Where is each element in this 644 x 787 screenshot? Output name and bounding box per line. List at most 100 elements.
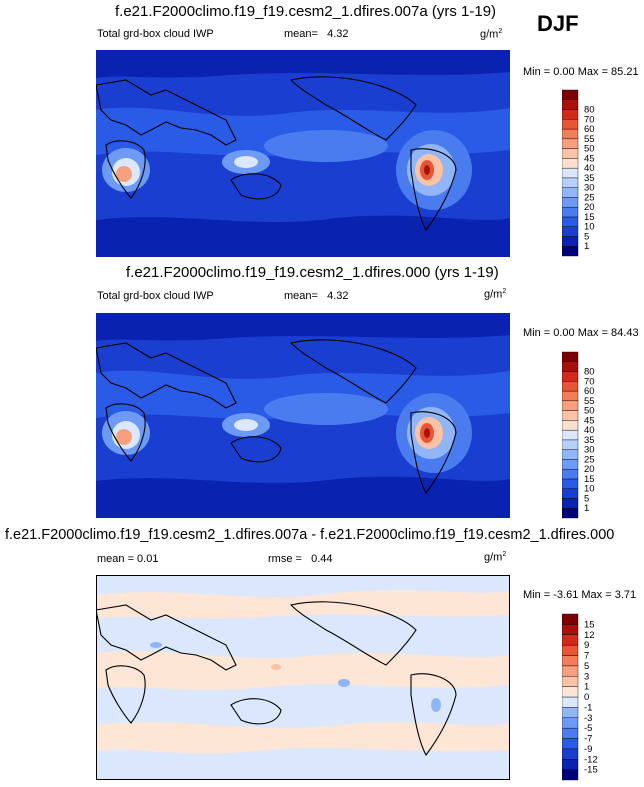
colorbar-tick-label: 30 [584, 183, 595, 194]
colorbar-tick-label: 1 [584, 241, 589, 252]
colorbar-swatch [562, 148, 579, 159]
colorbar-tick-label: 15 [584, 619, 595, 630]
colorbar-tick-label: 70 [584, 376, 595, 387]
colorbar-swatch [562, 390, 579, 402]
panel3-field [96, 590, 510, 754]
colorbar-swatch [562, 624, 579, 635]
colorbar-tick-label: -9 [584, 744, 592, 755]
colorbar-swatch [562, 508, 579, 519]
colorbar-swatch [562, 197, 579, 208]
panel3-colorbar-swatches [562, 613, 579, 781]
colorbar-swatch [562, 109, 579, 120]
colorbar-swatch [562, 696, 579, 708]
colorbar-tick-label: 50 [584, 406, 595, 417]
colorbar-tick-label: -3 [584, 713, 592, 724]
colorbar-tick-label: 80 [584, 367, 595, 378]
colorbar-tick-label: 1 [584, 682, 589, 693]
colorbar-swatch [562, 738, 579, 750]
colorbar-tick-label: 55 [584, 134, 595, 145]
colorbar-tick-label: 45 [584, 415, 595, 426]
colorbar-swatch [562, 613, 579, 625]
panel3-units: g/m2 [484, 551, 507, 564]
panel2-title: f.e21.F2000climo.f19_f19.cesm2_1.dfires.… [126, 264, 499, 281]
colorbar-tick-label: 3 [584, 671, 589, 682]
colorbar-swatch [562, 478, 579, 489]
colorbar-tick-label: 12 [584, 630, 595, 641]
colorbar-tick-label: 50 [584, 144, 595, 155]
colorbar-tick-label: -15 [584, 765, 598, 776]
colorbar-swatch [562, 686, 579, 698]
colorbar-swatch [562, 400, 579, 411]
panel2-coastlines [96, 339, 457, 495]
colorbar-tick-label: 20 [584, 464, 595, 475]
colorbar-swatch [562, 676, 579, 687]
colorbar-swatch [562, 371, 579, 382]
colorbar-tick-label: 60 [584, 124, 595, 135]
colorbar-tick-label: 15 [584, 212, 595, 223]
colorbar-swatch [562, 187, 579, 198]
colorbar-tick-label: -7 [584, 734, 592, 745]
colorbar-swatch [562, 236, 579, 247]
panel1-field [96, 50, 510, 257]
panel2-map [96, 313, 510, 518]
colorbar-swatch [562, 707, 579, 718]
colorbar-swatch [562, 89, 579, 100]
colorbar-swatch [562, 206, 579, 218]
colorbar-tick-label: -5 [584, 723, 592, 734]
panel1-title: f.e21.F2000climo.f19_f19.cesm2_1.dfires.… [115, 3, 497, 20]
panel2-mean-label: mean= 4.32 [284, 290, 349, 302]
colorbar-swatch [562, 177, 579, 188]
colorbar-tick-label: 5 [584, 231, 589, 242]
colorbar-tick-label: 7 [584, 651, 589, 662]
colorbar-swatch [562, 488, 579, 499]
colorbar-tick-label: -1 [584, 702, 592, 713]
colorbar-swatch [562, 381, 579, 392]
panel2-units: g/m2 [484, 288, 507, 301]
colorbar-swatch [562, 655, 579, 667]
panel3-coastlines [96, 601, 457, 757]
colorbar-tick-label: -12 [584, 754, 598, 765]
colorbar-tick-label: 1 [584, 503, 589, 514]
colorbar-swatch [562, 246, 579, 257]
panel1-units: g/m2 [480, 28, 503, 41]
colorbar-swatch [562, 459, 579, 470]
colorbar-swatch [562, 498, 579, 509]
colorbar-swatch [562, 361, 579, 372]
colorbar-tick-label: 5 [584, 661, 589, 672]
colorbar-tick-label: 40 [584, 425, 595, 436]
colorbar-swatch [562, 665, 579, 677]
colorbar-tick-label: 80 [584, 105, 595, 116]
colorbar-tick-label: 10 [584, 222, 595, 233]
panel1-colorbar-swatches [562, 89, 579, 257]
panel1-minmax: Min = 0.00 Max = 85.21 [523, 66, 639, 78]
colorbar-swatch [562, 439, 579, 450]
panel3-map [96, 575, 510, 780]
colorbar-swatch [562, 226, 579, 237]
colorbar-swatch [562, 420, 579, 431]
panel2-variable-label: Total grd-box cloud IWP [97, 290, 214, 302]
colorbar-swatch [562, 748, 579, 760]
colorbar-tick-label: 70 [584, 114, 595, 125]
colorbar-swatch [562, 216, 579, 227]
colorbar-tick-label: 60 [584, 386, 595, 397]
colorbar-tick-label: 45 [584, 153, 595, 164]
colorbar-swatch [562, 429, 579, 441]
colorbar-tick-label: 25 [584, 454, 595, 465]
panel2-colorbar-swatches [562, 351, 579, 519]
colorbar-tick-label: 5 [584, 493, 589, 504]
colorbar-swatch [562, 449, 579, 460]
panel2-minmax: Min = 0.00 Max = 84.43 [523, 327, 639, 339]
diff-title: f.e21.F2000climo.f19_f19.cesm2_1.dfires.… [5, 527, 615, 543]
colorbar-swatch [562, 644, 579, 656]
panel3-minmax: Min = -3.61 Max = 3.71 [523, 589, 637, 601]
colorbar-tick-label: 9 [584, 640, 589, 651]
colorbar-swatch [562, 158, 579, 169]
colorbar-swatch [562, 119, 579, 130]
colorbar-swatch [562, 138, 579, 149]
panel1-coastlines [96, 76, 457, 232]
panel1-map [96, 50, 510, 257]
